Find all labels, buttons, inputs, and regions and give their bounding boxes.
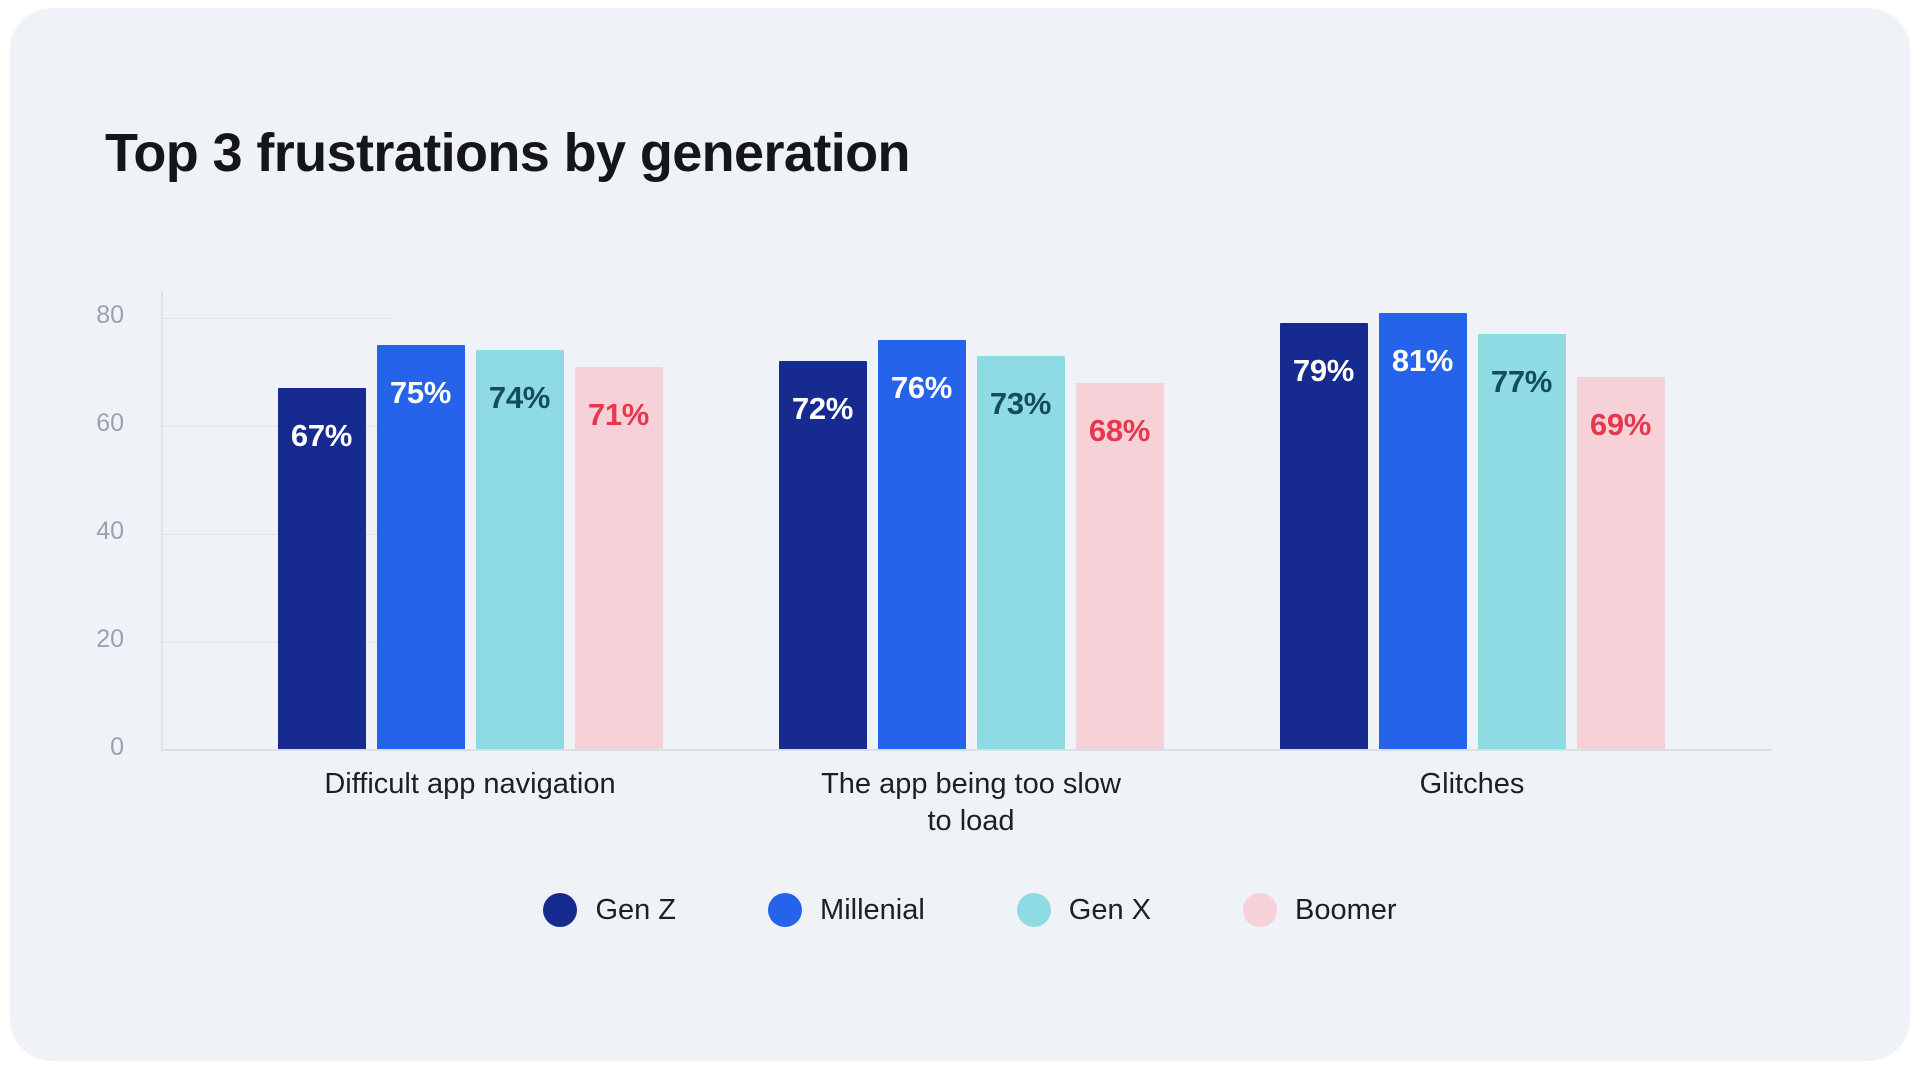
y-axis-line [161, 291, 163, 751]
legend-label: Boomer [1295, 893, 1397, 926]
legend-swatch-icon [543, 893, 578, 927]
gridline-40 [162, 534, 392, 535]
legend-swatch-icon [1243, 893, 1278, 927]
bar[interactable]: 67% [277, 388, 366, 750]
legend-item-gen-x[interactable]: Gen X [1016, 893, 1152, 927]
bar-value-label: 79% [1292, 353, 1355, 389]
x-axis-line [162, 749, 1772, 751]
legend-swatch-icon [1016, 893, 1051, 927]
bar-value-label: 76% [890, 369, 953, 405]
page-title: Top 3 frustrations by generation [105, 123, 910, 183]
bar[interactable]: 73% [976, 355, 1065, 750]
chart-card: Top 3 frustrations by generation 0 20 40 60… [10, 8, 1910, 1061]
bar-group: 79% 81% 77% 69% [1279, 291, 1665, 750]
gridline-20 [162, 642, 392, 643]
x-axis-label: The app being too slow to load [711, 766, 1231, 840]
gridline-80 [162, 318, 392, 319]
x-axis-label-line: Glitches [1419, 768, 1525, 800]
y-axis-tick-20: 20 [96, 625, 124, 653]
bar-value-label: 71% [587, 396, 650, 432]
legend-label: Gen X [1068, 893, 1152, 926]
bar[interactable]: 81% [1378, 312, 1467, 750]
y-axis-tick-40: 40 [96, 517, 124, 545]
legend-item-millenial[interactable]: Millenial [768, 893, 925, 927]
chart-legend: Gen Z Millenial Gen X Boomer [10, 893, 1920, 927]
plot-area: 67% 75% 74% 71% 72% 76% 73% 68% 79% 81% 77% 69% [162, 291, 1772, 750]
bar-value-label: 81% [1391, 342, 1454, 378]
bar-group: 72% 76% 73% 68% [778, 291, 1164, 750]
legend-label: Gen Z [595, 893, 677, 926]
legend-label: Millenial [820, 893, 925, 926]
x-axis-label: Glitches [1212, 766, 1732, 803]
legend-item-gen-z[interactable]: Gen Z [543, 893, 676, 927]
bar-value-label: 77% [1490, 364, 1553, 400]
legend-item-boomer[interactable]: Boomer [1243, 893, 1397, 927]
x-axis-label-line: to load [927, 805, 1015, 838]
bar[interactable]: 76% [877, 339, 966, 750]
x-axis-label: Difficult app navigation [210, 766, 730, 803]
bar-value-label: 74% [488, 380, 551, 416]
bar[interactable]: 77% [1477, 334, 1566, 750]
legend-swatch-icon [768, 893, 803, 927]
y-axis-tick-0: 0 [110, 733, 124, 761]
y-axis-tick-60: 60 [96, 409, 124, 437]
bar-value-label: 75% [389, 375, 452, 410]
bar[interactable]: 74% [475, 350, 564, 750]
bar-value-label: 68% [1088, 412, 1151, 448]
bar[interactable]: 75% [376, 345, 465, 750]
bar-group: 67% 75% 74% 71% [277, 291, 663, 750]
bar[interactable]: 68% [1075, 382, 1164, 750]
bar[interactable]: 69% [1576, 377, 1665, 750]
bar[interactable]: 71% [574, 366, 663, 750]
bar[interactable]: 79% [1279, 323, 1368, 750]
y-axis-tick-80: 80 [96, 301, 124, 329]
bar-value-label: 67% [290, 418, 353, 454]
bar-value-label: 69% [1589, 407, 1652, 443]
bar-value-label: 73% [989, 385, 1052, 421]
bar[interactable]: 72% [778, 361, 867, 750]
gridline-60 [162, 426, 392, 427]
x-axis-label-line: Difficult app navigation [324, 768, 616, 800]
x-axis-label-line: The app being too slow [821, 768, 1121, 800]
bar-value-label: 72% [791, 391, 854, 427]
